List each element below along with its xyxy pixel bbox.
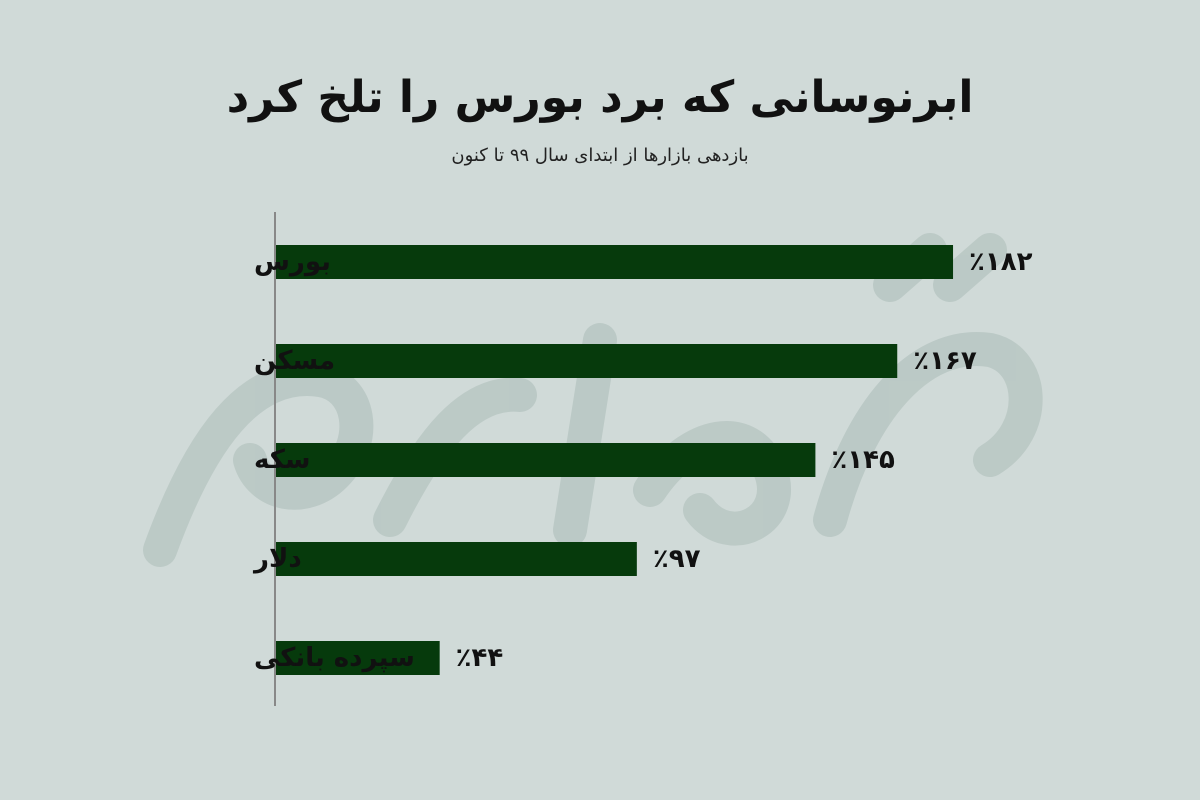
category-label-3: دلار [252, 544, 302, 574]
bar-2 [276, 443, 816, 477]
chart-subtitle: بازدهی بازارها از ابتدای سال ۹۹ تا کنون [451, 145, 749, 166]
value-label-3: ٪۹۷ [653, 544, 701, 574]
value-label-4: ٪۴۴ [456, 643, 504, 673]
value-label-2: ٪۱۴۵ [831, 445, 895, 475]
category-label-4: سپرده بانکی [254, 643, 415, 673]
bars-group: بورس ٪۱۸۲ مسکن ٪۱۶۷ سکه ٪۱۴۵ دلار ٪۹۷ سپرده بانک… [252, 245, 1033, 675]
bar-4 [276, 641, 440, 675]
bar-0 [276, 245, 954, 279]
bar-3 [276, 542, 637, 576]
bar-1 [276, 344, 898, 378]
category-label-1: مسکن [254, 346, 335, 376]
category-label-2: سکه [254, 445, 310, 475]
value-label-1: ٪۱۶۷ [913, 346, 977, 376]
category-label-0: بورس [254, 247, 331, 277]
value-label-0: ٪۱۸۲ [969, 247, 1033, 277]
chart-title: ابرنوسانی که برد بورس را تلخ کرد [226, 72, 974, 123]
